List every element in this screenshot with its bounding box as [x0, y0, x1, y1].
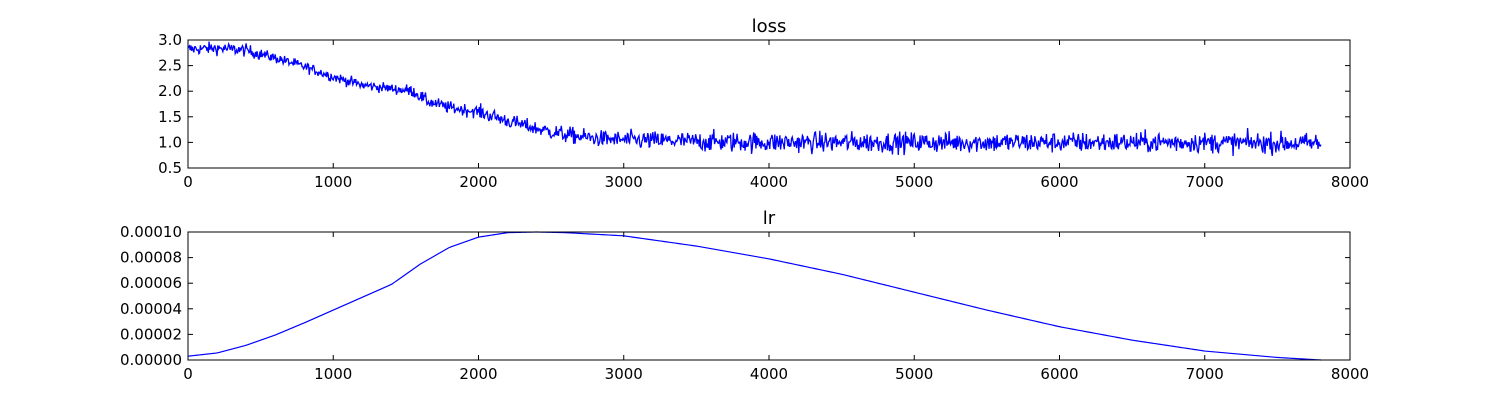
loss-xtick-label: 0: [183, 173, 193, 191]
loss-series-line: [187, 41, 1322, 156]
lr-ytick-label: 0.00010: [120, 223, 182, 241]
loss-ytick-label: 2.0: [158, 82, 182, 100]
loss-title: loss: [752, 16, 787, 37]
lr-xtick-label: 0: [183, 365, 193, 383]
lr-xtick-label: 8000: [1331, 365, 1369, 383]
lr-xtick-label: 1000: [314, 365, 352, 383]
loss-xtick-label: 5000: [895, 173, 933, 191]
loss-xtick-label: 8000: [1331, 173, 1369, 191]
loss-xtick-label: 4000: [750, 173, 788, 191]
lr-xtick-label: 6000: [1040, 365, 1078, 383]
lr-xtick-label: 4000: [750, 365, 788, 383]
loss-xtick-label: 6000: [1040, 173, 1078, 191]
lr-ytick-label: 0.00004: [120, 300, 182, 318]
lr-xtick-label: 2000: [459, 365, 497, 383]
loss-xtick-label: 2000: [459, 173, 497, 191]
lr-panel: lr 0 1000 2000 3000 4000 5000 6000 7000 8000 0.000…: [120, 208, 1369, 383]
lr-xtick-label: 3000: [605, 365, 643, 383]
lr-ytick-label: 0.00002: [120, 325, 182, 343]
lr-xtick-label: 5000: [895, 365, 933, 383]
lr-axes-frame: [187, 231, 1351, 361]
loss-ytick-label: 1.0: [158, 133, 182, 151]
loss-xtick-label: 3000: [605, 173, 643, 191]
lr-xtick-label: 7000: [1186, 365, 1224, 383]
loss-ytick-label: 1.5: [158, 108, 182, 126]
lr-ytick-label: 0.00008: [120, 249, 182, 267]
lr-ytick-label: 0.00006: [120, 274, 182, 292]
lr-title: lr: [763, 208, 776, 229]
lr-series-line: [187, 231, 1321, 361]
loss-ytick-label: 0.5: [158, 159, 182, 177]
loss-panel: loss 0 1000 2000 3000 4000 5000 6000 7000 8000 0.5…: [158, 16, 1369, 191]
loss-ytick-label: 2.5: [158, 57, 182, 75]
loss-ytick-label: 3.0: [158, 31, 182, 49]
loss-xtick-label: 7000: [1186, 173, 1224, 191]
lr-ytick-label: 0.00000: [120, 351, 182, 369]
loss-xtick-label: 1000: [314, 173, 352, 191]
